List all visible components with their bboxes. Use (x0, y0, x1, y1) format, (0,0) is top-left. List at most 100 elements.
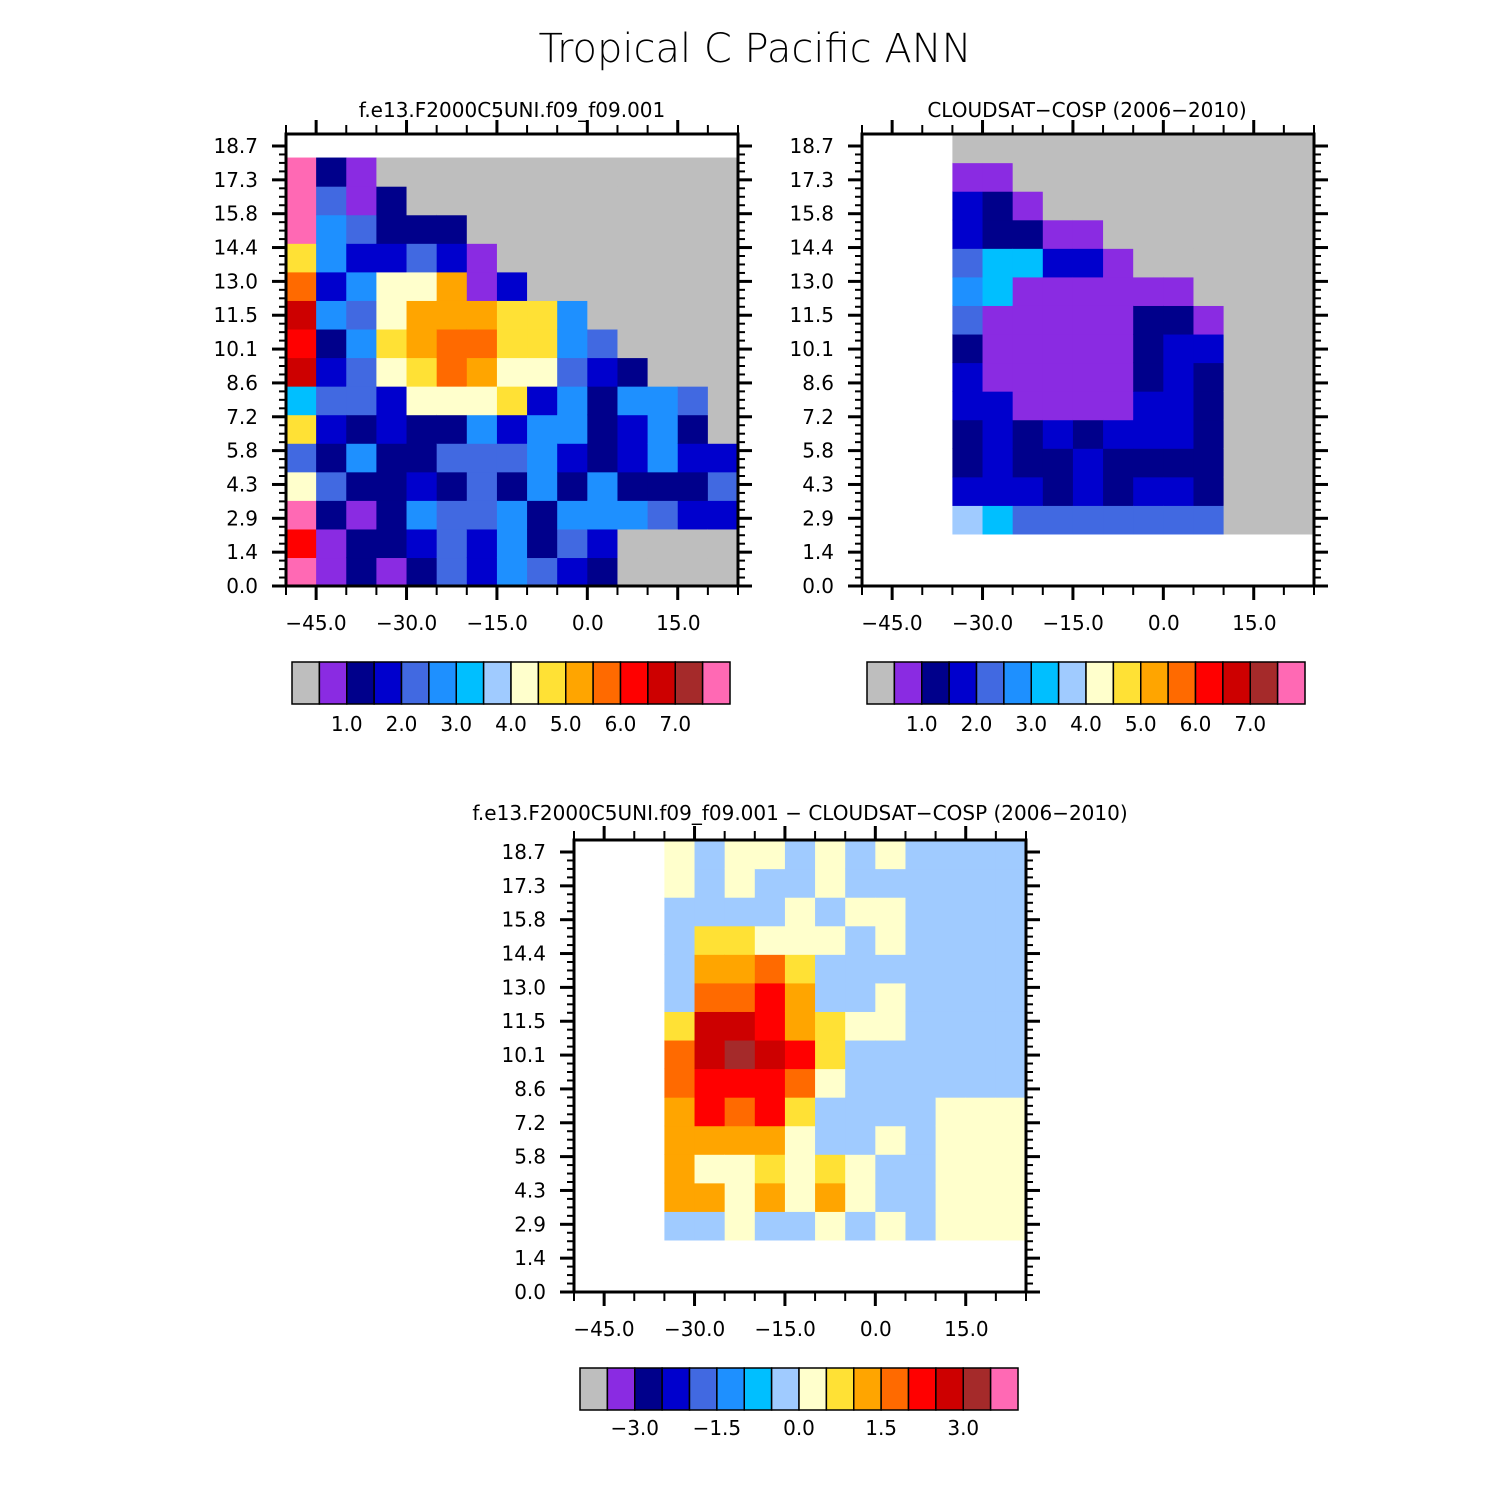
panel-obs-colorbar: 1.0 2.0 3.0 4.0 5.0 6.0 7.0 (866, 661, 1306, 736)
heatmap-cell (905, 1154, 937, 1184)
heatmap-cell (707, 443, 739, 473)
heatmap-cell (406, 328, 438, 359)
heatmap-cell (496, 500, 528, 530)
heatmap-cell (784, 1211, 816, 1241)
heatmap-cell (754, 1211, 786, 1241)
y-tick-label: 13.0 (213, 269, 258, 293)
heatmap-cell (724, 897, 756, 927)
heatmap-cell (995, 1154, 1027, 1184)
heatmap-cell (346, 500, 377, 530)
heatmap-cell (1193, 333, 1225, 364)
heatmap-cell (1012, 333, 1044, 364)
heatmap-cell (815, 1097, 846, 1127)
heatmap-cell (557, 357, 588, 387)
heatmap-cell (845, 982, 876, 1012)
heatmap-cell (952, 162, 984, 192)
colorbar-swatch (1194, 661, 1224, 705)
heatmap-cell (707, 471, 739, 501)
heatmap-cell (346, 443, 377, 473)
heatmap-cell (406, 414, 438, 444)
colorbar-swatch (428, 661, 458, 705)
colorbar-swatch (798, 1367, 828, 1411)
heatmap-cell (694, 954, 726, 984)
heatmap-cell (346, 528, 377, 559)
heatmap-cell (406, 243, 438, 273)
heatmap-cell (496, 186, 528, 216)
heatmap-cell (694, 897, 726, 927)
heatmap-cell (376, 500, 408, 530)
heatmap-cell (905, 897, 937, 927)
heatmap-cell (1042, 162, 1074, 192)
heatmap-cell (1163, 305, 1195, 335)
heatmap-cell (724, 1068, 756, 1098)
heatmap-cell (935, 868, 967, 898)
heatmap-cell (587, 157, 619, 187)
panel-obs-title: CLOUDSAT−COSP (2006−2010) (927, 98, 1246, 122)
heatmap-cell (677, 500, 709, 530)
heatmap-cell (1103, 134, 1134, 164)
heatmap-cell (1042, 505, 1074, 535)
heatmap-cell (694, 1011, 726, 1041)
colorbar-label: 2.0 (961, 712, 993, 736)
heatmap-cell (982, 219, 1014, 249)
colorbar-label: 5.0 (1125, 712, 1157, 736)
heatmap-cell (815, 925, 846, 955)
heatmap-cell (664, 982, 696, 1012)
heatmap-cell (316, 243, 347, 273)
heatmap-cell (875, 1154, 907, 1184)
y-tick-label: 13.0 (501, 975, 546, 999)
heatmap-cell (557, 500, 588, 530)
colorbar-swatch (1112, 661, 1142, 705)
heatmap-cell (496, 243, 528, 273)
heatmap-cell (286, 328, 317, 359)
heatmap-cell (1193, 162, 1225, 192)
heatmap-cell (436, 528, 468, 559)
heatmap-cell (406, 357, 438, 387)
heatmap-cell (1133, 248, 1164, 278)
heatmap-cell (982, 448, 1014, 478)
heatmap-cell (952, 134, 984, 164)
heatmap-cell (286, 386, 317, 416)
panel-model-colorbar: 1.0 2.0 3.0 4.0 5.0 6.0 7.0 (291, 661, 731, 736)
heatmap-cell (982, 191, 1014, 221)
heatmap-cell (784, 1125, 816, 1155)
heatmap-cell (647, 471, 679, 501)
heatmap-cell (1042, 391, 1074, 421)
heatmap-cell (724, 1154, 756, 1184)
heatmap-cell (952, 305, 984, 335)
heatmap-cell (527, 414, 558, 444)
heatmap-cell (496, 214, 528, 244)
heatmap-cell (707, 386, 739, 416)
heatmap-cell (995, 1097, 1027, 1127)
heatmap-cell (815, 1211, 846, 1241)
heatmap-cell (845, 1097, 876, 1127)
x-tick-label: −15.0 (467, 611, 528, 635)
heatmap-cell (905, 1182, 937, 1212)
heatmap-cell (466, 243, 498, 273)
colorbar-swatch (318, 661, 348, 705)
heatmap-cell (527, 214, 558, 244)
heatmap-cell (664, 1182, 696, 1212)
colorbar-swatch (743, 1367, 773, 1411)
colorbar-label: −3.0 (610, 1416, 659, 1440)
heatmap-cell (754, 840, 786, 870)
heatmap-cell (875, 1097, 907, 1127)
y-tick-label: 5.8 (226, 439, 258, 463)
heatmap-cell (1253, 162, 1285, 192)
heatmap-cell (436, 157, 468, 187)
heatmap-cell (845, 840, 876, 870)
heatmap-cell (346, 357, 377, 387)
x-tick-label: −15.0 (1043, 611, 1104, 635)
heatmap-cell (1133, 305, 1164, 335)
heatmap-cell (617, 357, 649, 387)
heatmap-cell (617, 414, 649, 444)
heatmap-cell (1163, 419, 1195, 449)
x-tick-label: −45.0 (573, 1317, 634, 1341)
y-tick-label: 10.1 (789, 337, 834, 361)
heatmap-cell (617, 186, 649, 216)
heatmap-cell (815, 897, 846, 927)
heatmap-cell (557, 528, 588, 559)
x-tick-label: −30.0 (664, 1317, 725, 1341)
heatmap-cell (466, 271, 498, 301)
heatmap-cell (935, 840, 967, 870)
